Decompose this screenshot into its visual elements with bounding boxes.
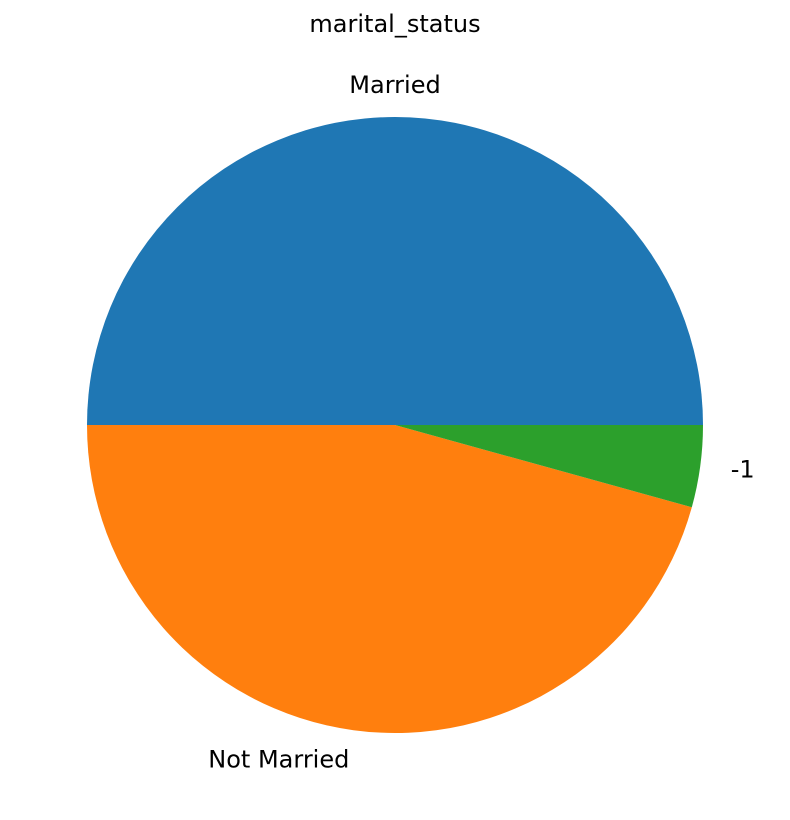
pie-slice-married <box>87 117 703 425</box>
pie-label-married: Married <box>349 71 440 99</box>
pie-label-not-married: Not Married <box>208 746 349 774</box>
pie-labels: Married Not Married -1 <box>208 71 754 774</box>
pie-slice-not-married <box>87 425 692 733</box>
pie-slice-1 <box>395 425 703 508</box>
chart-title: marital_status <box>309 10 480 38</box>
pie-label-1: -1 <box>731 456 755 484</box>
pie-slices <box>87 117 703 733</box>
